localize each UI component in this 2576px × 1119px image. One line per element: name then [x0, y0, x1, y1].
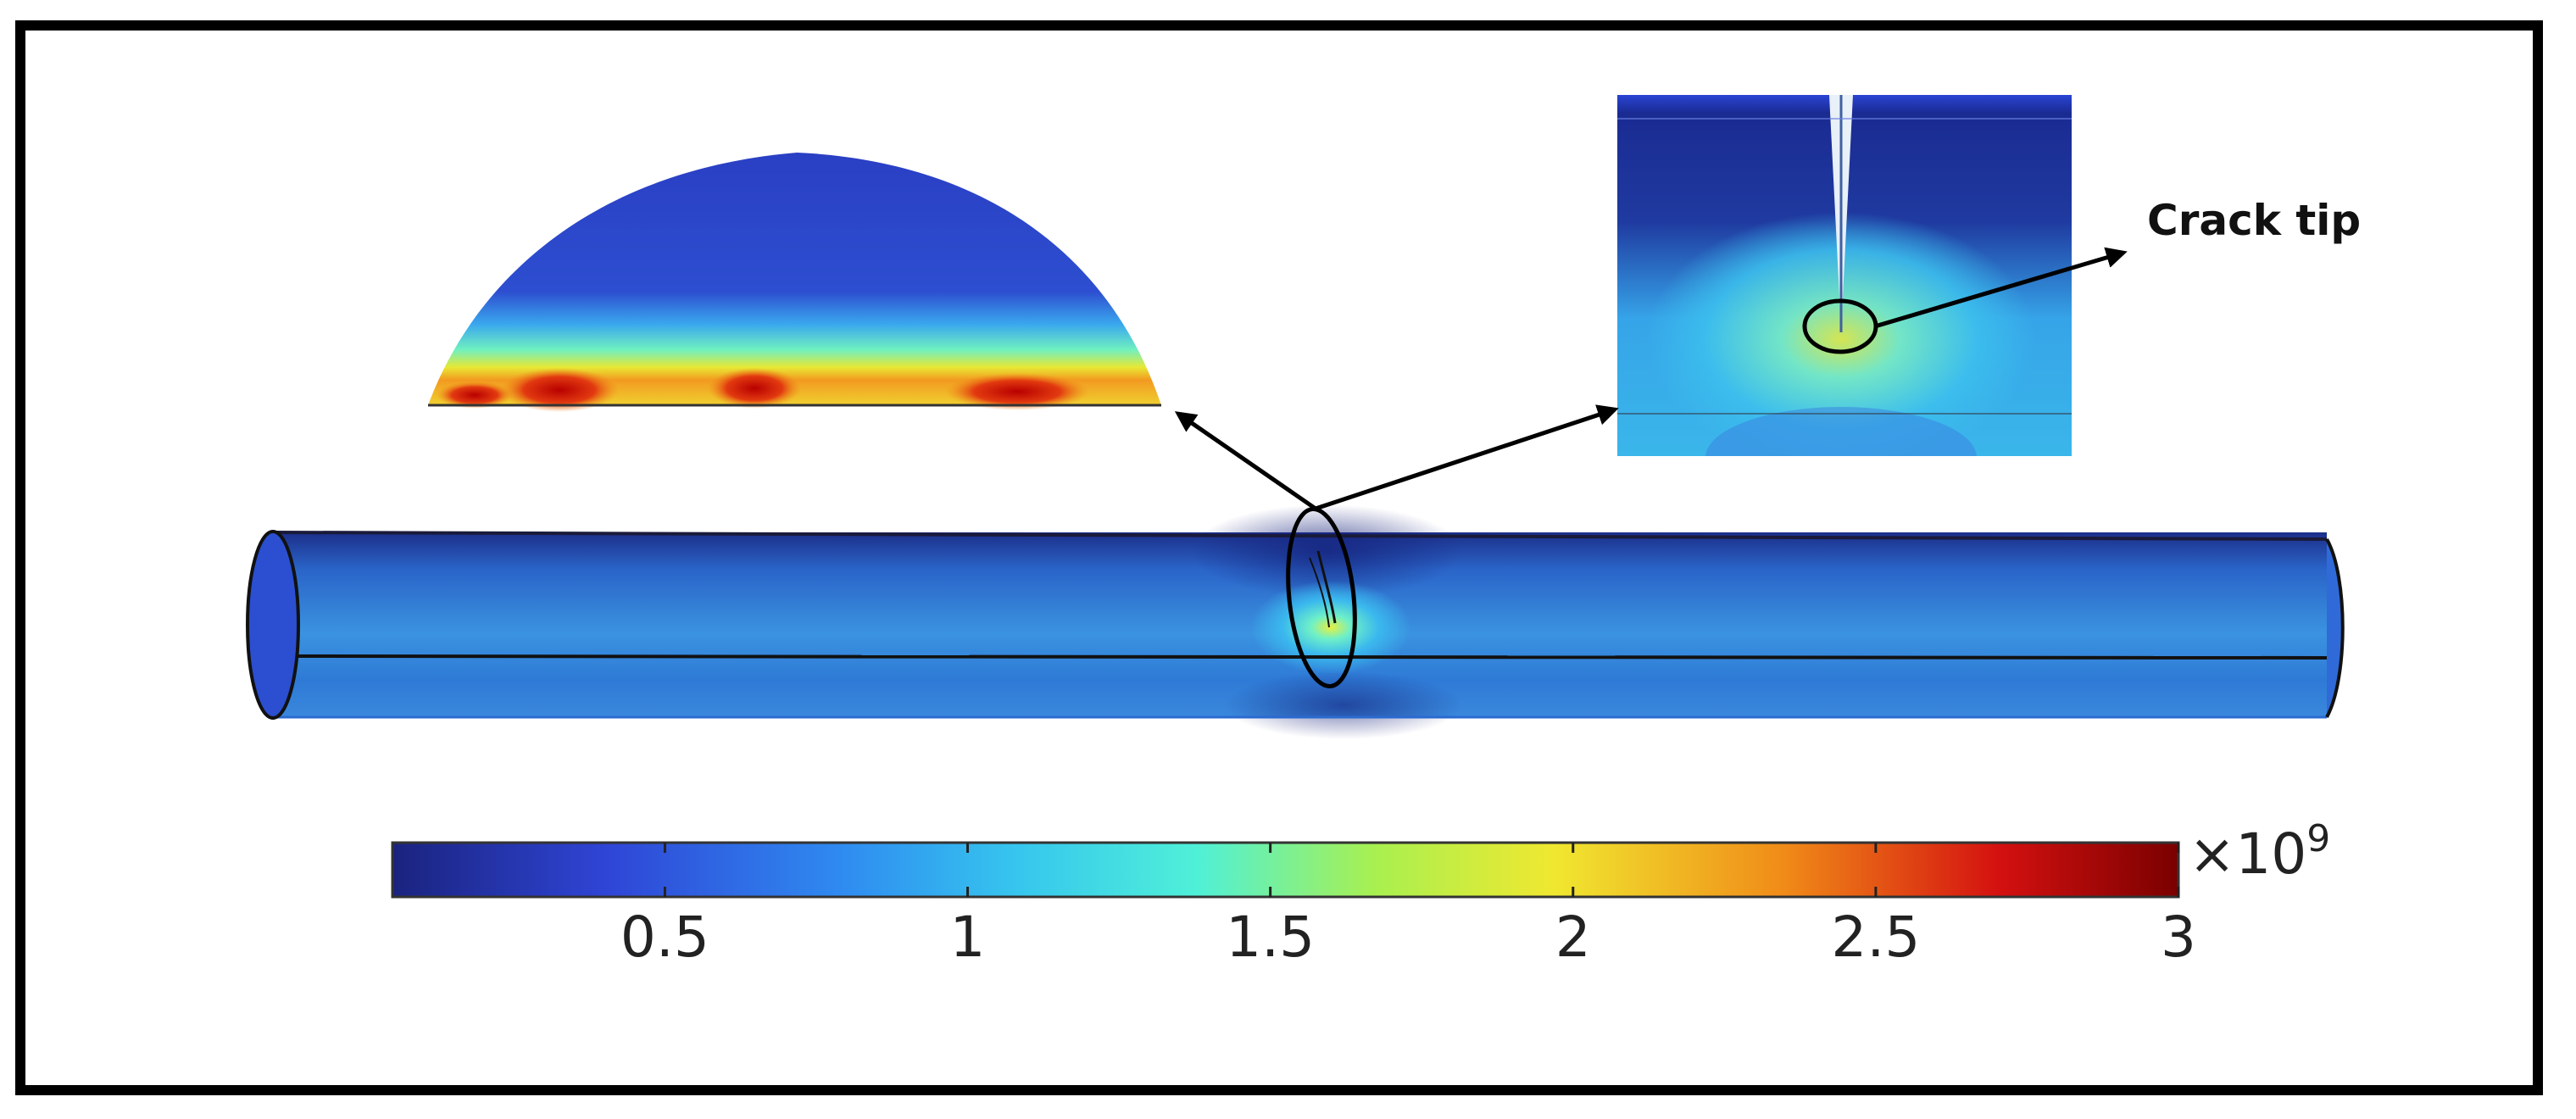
callout-arrows — [1174, 247, 2128, 511]
crack-tip-label: Crack tip — [2147, 196, 2361, 245]
cross-section-inset — [428, 153, 1161, 412]
colorbar-tick-label: 1 — [950, 905, 986, 970]
colorbar-multiplier: ×109 — [2189, 817, 2330, 887]
colorbar-tick-label: 1.5 — [1226, 905, 1315, 970]
colorbar-tick-label: 0.5 — [620, 905, 709, 970]
figure-frame — [15, 20, 2543, 1095]
colorbar-gradient — [391, 841, 2180, 899]
colorbar-multiplier-exponent: 9 — [2306, 817, 2330, 860]
crack-closeup-inset — [1617, 95, 2072, 456]
colorbar-tick-label: 2.5 — [1831, 905, 1920, 970]
pipe-model — [246, 504, 2345, 739]
colorbar-ticks: 0.5 1 1.5 2 2.5 3 — [620, 843, 2196, 970]
colorbar-multiplier-base: ×10 — [2189, 821, 2306, 887]
colorbar: 0.5 1 1.5 2 2.5 3 ×109 — [391, 817, 2330, 970]
colorbar-tick-label: 2 — [1555, 905, 1591, 970]
crack-region-marker — [1286, 506, 1357, 689]
colorbar-tick-label: 3 — [2161, 905, 2196, 970]
